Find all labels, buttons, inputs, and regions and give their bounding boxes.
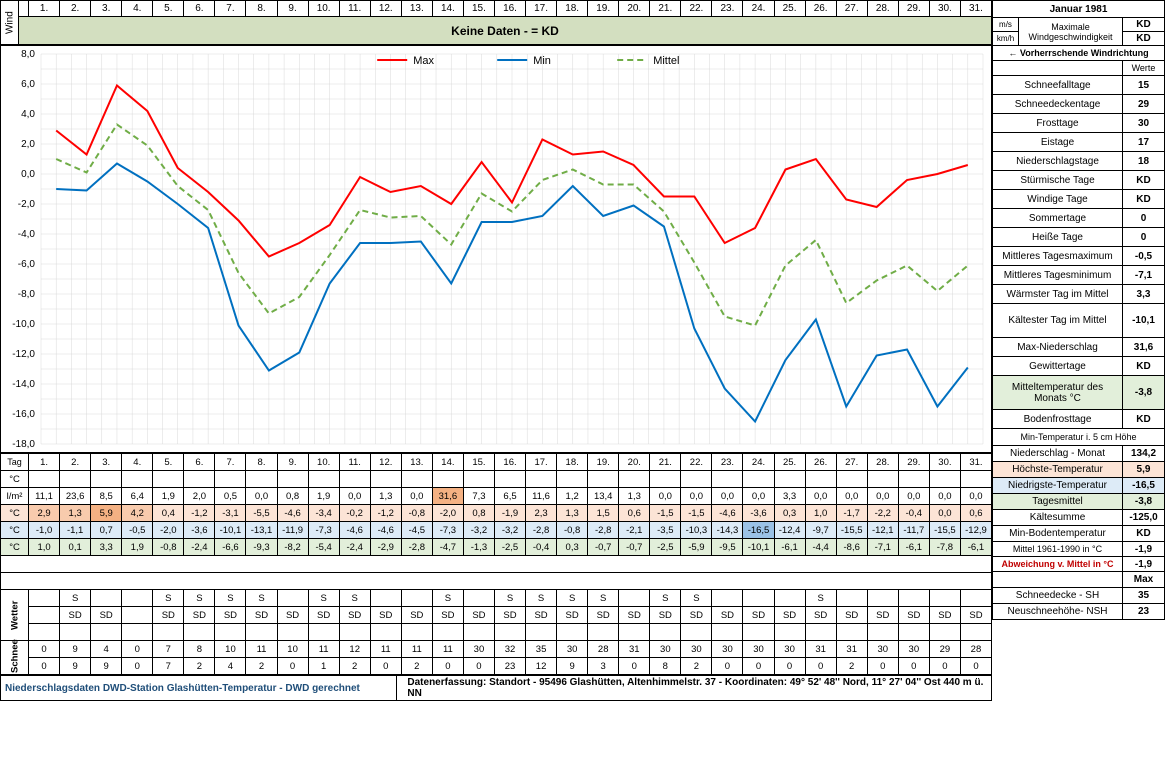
day-header-cell: 25. <box>774 1 805 17</box>
stats-table: Januar 1981m/sMaximale Windgeschwindigke… <box>992 0 1165 620</box>
day-header-cell: 29. <box>898 1 929 17</box>
footer-table: Niederschlagsdaten DWD-Station Glashütte… <box>0 675 992 701</box>
wind-band: Keine Daten - = KD <box>19 17 992 45</box>
day-header-cell: 17. <box>526 1 557 17</box>
left-panel: Wind 1.2.3.4.5.6.7.8.9.10.11.12.13.14.15… <box>0 0 992 701</box>
day-header-cell: 22. <box>681 1 712 17</box>
day-header-cell: 4. <box>122 1 153 17</box>
svg-text:-4,0: -4,0 <box>18 229 36 240</box>
svg-text:6,0: 6,0 <box>21 79 35 90</box>
footer-right: Datenerfassung: Standort - 95496 Glashüt… <box>397 676 992 701</box>
day-header-cell: 5. <box>153 1 184 17</box>
day-header-cell: 2. <box>60 1 91 17</box>
day-header-cell: 28. <box>867 1 898 17</box>
svg-text:Min: Min <box>533 55 551 67</box>
page-root: Wind 1.2.3.4.5.6.7.8.9.10.11.12.13.14.15… <box>0 0 1165 701</box>
day-header-cell: 10. <box>308 1 339 17</box>
day-header-table: Wind 1.2.3.4.5.6.7.8.9.10.11.12.13.14.15… <box>0 0 992 45</box>
day-header-cell: 1. <box>29 1 60 17</box>
wind-row: Keine Daten - = KD <box>1 17 992 45</box>
day-header-cell: 3. <box>91 1 122 17</box>
day-header-row: Wind 1.2.3.4.5.6.7.8.9.10.11.12.13.14.15… <box>1 1 992 17</box>
day-header-cell: 24. <box>743 1 774 17</box>
day-header-cell: 11. <box>339 1 370 17</box>
day-header-cell: 19. <box>588 1 619 17</box>
svg-text:-12,0: -12,0 <box>12 349 35 360</box>
svg-text:0,0: 0,0 <box>21 169 35 180</box>
svg-text:8,0: 8,0 <box>21 49 35 60</box>
day-header-cell: 13. <box>401 1 432 17</box>
svg-text:-2,0: -2,0 <box>18 199 36 210</box>
day-header-cell: 12. <box>370 1 401 17</box>
svg-text:4,0: 4,0 <box>21 109 35 120</box>
day-header-cell: 9. <box>277 1 308 17</box>
svg-text:-14,0: -14,0 <box>12 379 35 390</box>
day-header-cell: 30. <box>929 1 960 17</box>
day-header-cell: 23. <box>712 1 743 17</box>
svg-text:Max: Max <box>413 55 434 67</box>
svg-text:-6,0: -6,0 <box>18 259 36 270</box>
day-header-cell: 7. <box>215 1 246 17</box>
day-header-cell: 15. <box>463 1 494 17</box>
day-header-cell: 18. <box>557 1 588 17</box>
svg-text:2,0: 2,0 <box>21 139 35 150</box>
day-header-cell: 21. <box>650 1 681 17</box>
day-header-cell: 14. <box>432 1 463 17</box>
day-header-cell: 16. <box>494 1 525 17</box>
temperature-chart: -18,0 -16,0 -14,0 -12,0 -10,0 -8,0 -6,0 -4,0 -2,… <box>0 45 992 453</box>
day-header-cell: 27. <box>836 1 867 17</box>
day-header-cell: 31. <box>960 1 991 17</box>
day-header-cell: 20. <box>619 1 650 17</box>
footer-left: Niederschlagsdaten DWD-Station Glashütte… <box>1 676 397 701</box>
daily-data-table: Tag1.2.3.4.5.6.7.8.9.10.11.12.13.14.15.1… <box>0 453 992 675</box>
svg-text:-16,0: -16,0 <box>12 409 35 420</box>
svg-text:-18,0: -18,0 <box>12 439 35 450</box>
day-header-cell: 6. <box>184 1 215 17</box>
right-panel: Januar 1981m/sMaximale Windgeschwindigke… <box>992 0 1165 701</box>
day-header-cell: 26. <box>805 1 836 17</box>
svg-text:-8,0: -8,0 <box>18 289 36 300</box>
svg-text:-10,0: -10,0 <box>12 319 35 330</box>
svg-text:Mittel: Mittel <box>653 55 679 67</box>
day-header-cell: 8. <box>246 1 277 17</box>
wind-vert-label: Wind <box>1 1 19 45</box>
